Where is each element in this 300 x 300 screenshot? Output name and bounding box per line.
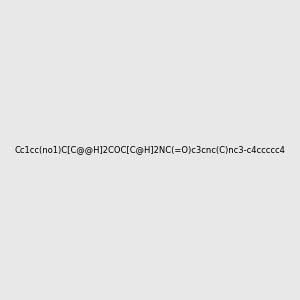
Text: Cc1cc(no1)C[C@@H]2COC[C@H]2NC(=O)c3cnc(C)nc3-c4ccccc4: Cc1cc(no1)C[C@@H]2COC[C@H]2NC(=O)c3cnc(C…: [15, 146, 285, 154]
